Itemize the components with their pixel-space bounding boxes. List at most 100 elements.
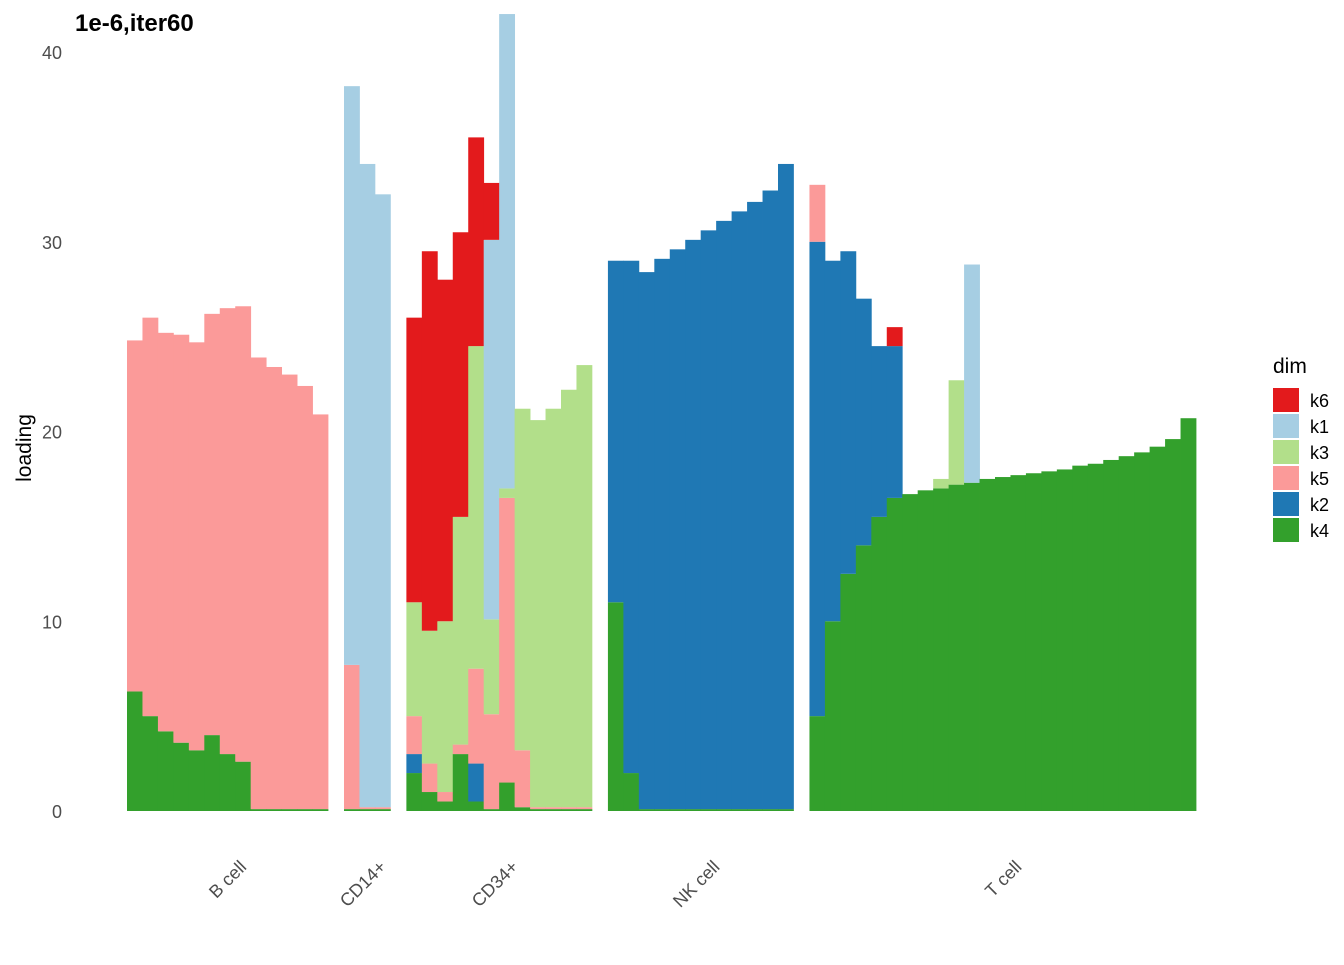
legend-label: k2 [1310, 495, 1329, 515]
bar-segment [1165, 439, 1181, 811]
bar-segment [468, 668, 485, 764]
bar-segment [157, 731, 174, 811]
bar-segment [1056, 469, 1073, 811]
legend-swatch [1273, 518, 1299, 542]
bar-segment [421, 763, 438, 793]
bar-segment [142, 317, 159, 717]
bar-segment [1134, 452, 1151, 811]
bar-segment [127, 340, 143, 692]
bar-segment [933, 478, 950, 489]
bar-segment [871, 516, 888, 811]
bar-segment [499, 14, 516, 489]
legend-swatch [1273, 466, 1299, 490]
bar-segment [530, 420, 546, 808]
bar-segment [406, 754, 423, 774]
bar-segment [235, 761, 252, 811]
bar-segment [840, 573, 857, 811]
bar-segment [886, 497, 903, 811]
legend-title: dim [1273, 355, 1307, 378]
bar-segment [638, 272, 655, 810]
bar-segment [762, 190, 779, 810]
bar-segment [452, 516, 469, 745]
bar-segment [561, 389, 577, 808]
bar-segment [623, 260, 640, 774]
bar-segment [406, 602, 423, 717]
bar-segment [1118, 456, 1135, 811]
bar-segment [514, 408, 531, 751]
bar-segment [917, 490, 934, 811]
y-axis-label: loading [13, 414, 36, 482]
x-tick-label: T cell [981, 857, 1025, 901]
bar-segment [312, 414, 329, 810]
bar-segment [188, 750, 205, 811]
bar-segment [964, 482, 980, 811]
bar-segment [654, 258, 671, 810]
bar-segment [995, 477, 1011, 811]
bar-segment [1149, 446, 1166, 811]
bar-segment [359, 809, 376, 811]
bar-segment [344, 86, 360, 665]
x-tick-label: CD14+ [336, 857, 390, 911]
bar-segment [266, 809, 283, 811]
bar-segment [173, 334, 190, 743]
bar-segment [545, 809, 562, 811]
bar-segment [623, 773, 640, 811]
bar-segment [561, 809, 577, 811]
bar-segment [483, 182, 500, 240]
bar-segment [499, 497, 516, 783]
bar-segment [437, 279, 454, 622]
bar-segment [250, 357, 267, 810]
bar-segment [452, 754, 469, 811]
bar-segment [266, 366, 283, 810]
bar-segment [700, 230, 717, 810]
bar-segment [468, 801, 485, 811]
bar-segment [499, 782, 516, 811]
x-tick-label: NK cell [669, 857, 723, 911]
bar-segment [964, 264, 980, 483]
bar-segment [669, 809, 686, 811]
legend-swatch [1273, 492, 1299, 516]
bar-segment [669, 249, 686, 810]
legend-swatch [1273, 440, 1299, 464]
bar-segment [762, 809, 779, 811]
bar-segment [468, 763, 485, 802]
bar-segment [281, 809, 298, 811]
bar-segment [716, 220, 733, 810]
bar-segment [840, 251, 857, 574]
bar-segment [576, 807, 593, 810]
bar-segment [685, 809, 702, 811]
bar-segment [374, 194, 391, 808]
bar-segment [979, 478, 996, 811]
chart-title: 1e-6,iter60 [75, 10, 194, 37]
bar-segment [281, 374, 298, 810]
bar-segment [297, 385, 313, 810]
bar-segment [638, 809, 655, 811]
bar-segment [514, 750, 531, 808]
bar-segment [359, 163, 376, 808]
bar-segment [359, 807, 376, 810]
bar-segment [576, 365, 593, 808]
bar-segment [855, 545, 872, 811]
bar-segment [374, 809, 391, 811]
bar-segment [731, 211, 748, 810]
bar-segment [374, 807, 391, 810]
bar-segment [127, 691, 143, 811]
x-tick-label: B cell [205, 857, 250, 902]
legend-label: k5 [1310, 469, 1329, 489]
bar-segment [483, 714, 500, 810]
bar-segment [778, 163, 794, 810]
bar-segment [1072, 465, 1089, 811]
bar-segment [1103, 459, 1120, 811]
bar-segment [499, 488, 516, 498]
y-tick-label: 40 [42, 43, 62, 63]
y-tick-label: 20 [42, 423, 62, 443]
bar-segment [1041, 471, 1058, 811]
bar-segment [607, 602, 624, 811]
bar-segment [902, 494, 919, 811]
bar-segment [142, 716, 159, 811]
bar-segment [1010, 475, 1027, 811]
bar-segment [173, 742, 190, 811]
bar-segment [824, 260, 841, 622]
bar-segment [514, 807, 531, 811]
bar-segment [809, 241, 826, 717]
